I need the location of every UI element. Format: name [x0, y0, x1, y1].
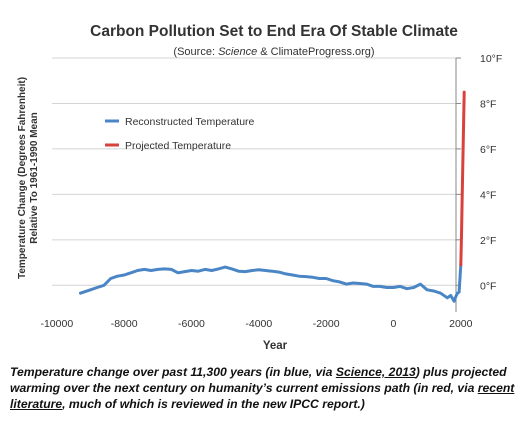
x-axis-label: Year [263, 340, 288, 352]
caption-text-2: ) plus projected warming over the next c… [10, 365, 507, 395]
chart-subtitle: (Source: Science & ClimateProgress.org) [173, 46, 374, 58]
x-tick-label-6: 2000 [449, 318, 473, 330]
legend-label-reconstructed: Reconstructed Temperature [125, 116, 255, 128]
chart-subtitle-italic: Science [218, 46, 257, 58]
figure-caption: Temperature change over past 11,300 year… [10, 364, 525, 412]
y-tick-label-0: 0°F [480, 280, 496, 292]
x-tick-label-0: -10000 [40, 318, 73, 330]
x-tick-label-4: -2000 [313, 318, 340, 330]
caption-text-3: , much of which is reviewed in the new I… [62, 397, 365, 411]
legend-label-projected: Projected Temperature [125, 140, 231, 152]
y-tick-label-4: 8°F [480, 98, 496, 110]
gridlines [52, 57, 456, 286]
chart-subtitle-suffix: & ClimateProgress.org) [257, 46, 374, 58]
x-tick-label-3: -4000 [245, 318, 272, 330]
chart-subtitle-prefix: (Source: [173, 46, 218, 58]
y-tick-label-1: 2°F [480, 235, 496, 247]
x-tick-label-5: 0 [391, 318, 397, 330]
series-layer [78, 90, 466, 303]
y-axis-label: Temperature Change (Degrees Fahrenheit) … [17, 77, 40, 279]
y-tick-label-2: 4°F [480, 189, 496, 201]
y-axis-label-line2: Relative To 1961-1990 Mean [29, 112, 40, 244]
series-line-projected [459, 90, 466, 267]
caption-text-1: Temperature change over past 11,300 year… [10, 365, 336, 379]
y-tick-label-3: 6°F [480, 144, 496, 156]
caption-link-science[interactable]: Science, 2013 [335, 365, 416, 379]
series-line-reconstructed [78, 263, 463, 303]
y-ticks: 0°F 2°F 4°F 6°F 8°F 10°F [456, 53, 502, 292]
x-ticks: -10000 -8000 -6000 -4000 -2000 0 2000 [40, 318, 472, 330]
y-axis-label-line1: Temperature Change (Degrees Fahrenheit) [17, 77, 28, 279]
chart-figure: Carbon Pollution Set to End Era Of Stabl… [17, 23, 502, 352]
caption-link-literature[interactable]: recent literature [10, 381, 515, 411]
x-tick-label-1: -8000 [111, 318, 138, 330]
x-tick-label-2: -6000 [178, 318, 205, 330]
y-tick-label-5: 10°F [480, 53, 502, 65]
chart-title: Carbon Pollution Set to End Era Of Stabl… [90, 23, 458, 40]
legend: Reconstructed Temperature Projected Temp… [105, 116, 255, 152]
